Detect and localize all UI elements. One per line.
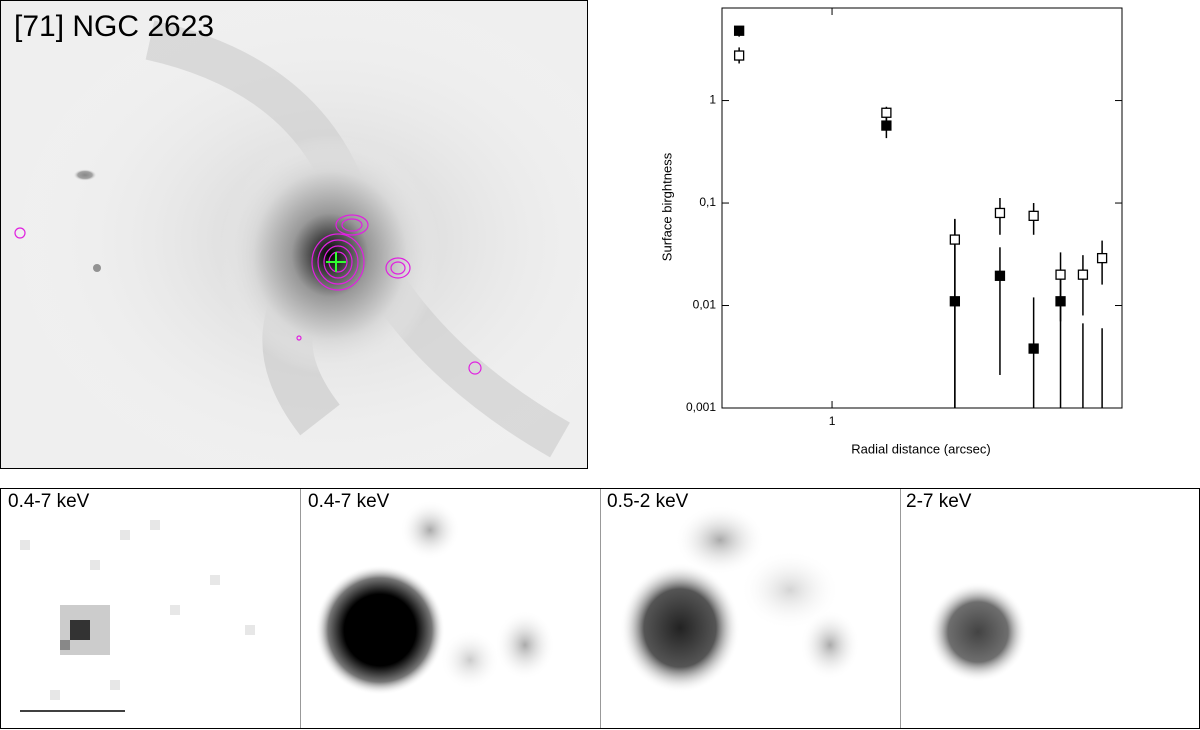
data-point [1077, 269, 1089, 280]
panel-label: 0.4-7 keV [308, 491, 390, 512]
y-tick-label: 1 [709, 93, 716, 107]
data-point [733, 50, 745, 61]
panel-label: 0.4-7 keV [8, 491, 90, 512]
y-tick-label: 0,01 [693, 298, 717, 312]
data-point [1096, 252, 1108, 264]
optical-image [1, 1, 587, 468]
panel-label: 0.5-2 keV [607, 491, 689, 512]
data-point [994, 207, 1006, 219]
data-point [949, 234, 961, 245]
plot-frame [721, 7, 1123, 409]
xray-panels [0, 488, 1200, 729]
data-point [881, 120, 892, 131]
data-point [994, 270, 1006, 281]
data-point [1055, 269, 1066, 280]
data-point [881, 107, 892, 118]
panel-label: 2-7 keV [906, 491, 972, 512]
data-point [1028, 210, 1039, 221]
y-axis-label: Surface birghtness [659, 152, 674, 261]
data-point [1028, 343, 1039, 354]
image-frame [0, 0, 588, 469]
x-tick-label: 1 [829, 414, 836, 428]
image-title: [71] NGC 2623 [14, 10, 214, 43]
x-axis-label: Radial distance (arcsec) [851, 441, 990, 456]
data-point [733, 25, 745, 36]
y-tick-label: 0,1 [699, 195, 716, 209]
y-tick-label: 0,001 [686, 400, 716, 414]
